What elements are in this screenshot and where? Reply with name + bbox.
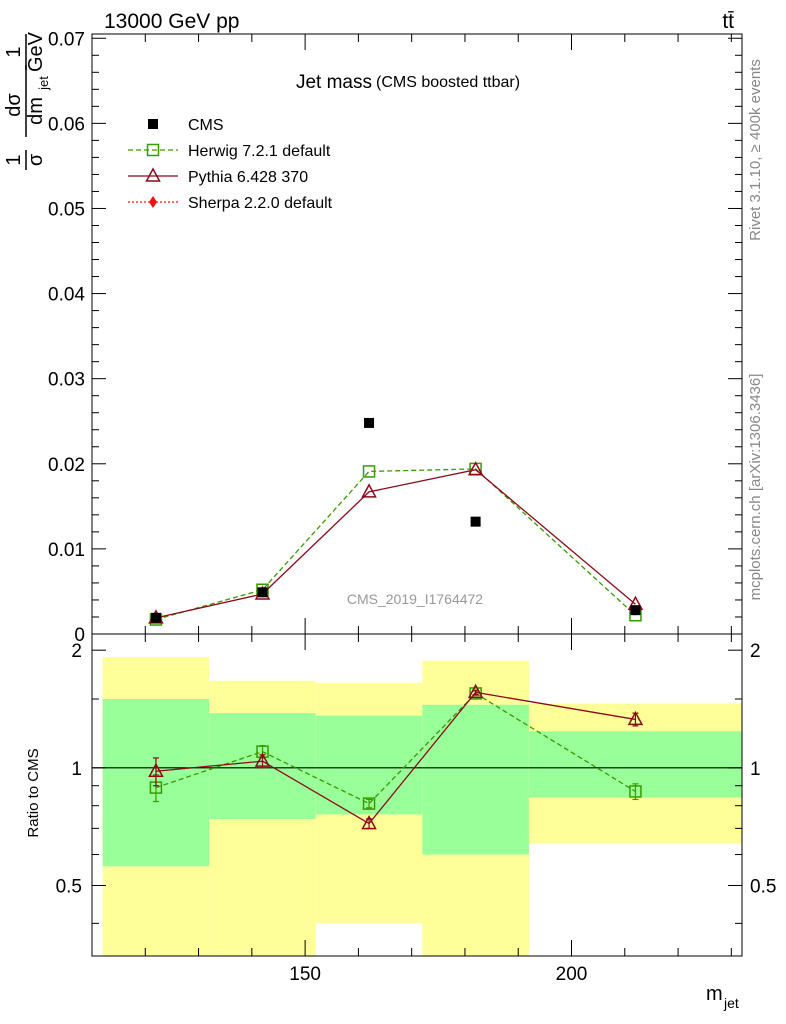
mcplots-label: mcplots.cern.ch [arXiv:1306.3436]: [747, 374, 764, 601]
y-tick-label-2: 0.02: [48, 455, 85, 476]
ratio-y-tick-label-left-0: 0.5: [56, 876, 82, 897]
point-0-3: [470, 516, 481, 527]
ratio-y-tick-label-right-0: 0.5: [750, 876, 776, 897]
energy-label: 13000 GeV pp: [104, 10, 239, 33]
ratio-point-1-2: [362, 797, 376, 810]
ratio-y-tick-label-right-2: 2: [750, 641, 761, 662]
ratio-point-2-0: [148, 762, 164, 778]
ratio-panel: 0.5 0.5 1 1 2 2 150 200 Ratio to CMS: [25, 633, 776, 985]
svg-text:σ: σ: [25, 153, 47, 166]
x-tick-label-0: 150: [289, 964, 321, 985]
ratio-point-2-3: [467, 683, 484, 699]
series-0: [150, 417, 641, 623]
point-0-2: [364, 417, 375, 428]
chart-title: Jet mass: [296, 72, 372, 93]
legend-label-0: CMS: [188, 117, 224, 134]
point-1-2: [362, 465, 376, 478]
y-axis-label: 1 σ dσ dm jet 1 GeV: [3, 31, 51, 170]
svg-text:m: m: [706, 983, 723, 1005]
legend-marker-3: [149, 196, 157, 208]
legend-entry-0: CMS: [148, 117, 224, 134]
legend-marker-0: [148, 119, 158, 129]
chart-subtitle: (CMS boosted ttbar): [376, 74, 520, 91]
ratio-point-2-1: [254, 752, 271, 767]
ratio-series-2: [148, 683, 644, 830]
point-0-0: [150, 612, 161, 623]
ratio-y-tick-label-right-1: 1: [750, 759, 761, 780]
ratio-y-label: Ratio to CMS: [25, 748, 42, 837]
legend-marker-2: [145, 167, 161, 182]
ratio-panel-frame: [91, 633, 743, 957]
legend-entry-2: Pythia 6.428 370: [128, 167, 308, 186]
y-tick-label-7: 0.07: [48, 29, 85, 50]
ratio-y-tick-label-left-2: 2: [71, 641, 82, 662]
ratio-line-1: [155, 692, 636, 805]
legend-label-3: Sherpa 2.2.0 default: [188, 195, 333, 212]
svg-text:GeV: GeV: [25, 31, 47, 72]
y-tick-label-5: 0.05: [48, 199, 85, 220]
point-0-4: [630, 605, 641, 616]
y-tick-label-3: 0.03: [48, 370, 85, 391]
legend-entry-3: Sherpa 2.2.0 default: [128, 195, 333, 212]
ratio-series-1: [149, 687, 642, 810]
main-panel: 0 0.01 0.02 0.03 0.04 0.05 0.06 0.07 Jet mass (…: [3, 29, 743, 646]
legend-label-1: Herwig 7.2.1 default: [188, 143, 331, 160]
legend-label-2: Pythia 6.428 370: [188, 169, 308, 186]
point-2-3: [467, 461, 484, 476]
legend: CMS Herwig 7.2.1 default Pythia 6.428 370 S…: [128, 117, 333, 212]
point-2-2: [361, 483, 377, 498]
y-tick-label-6: 0.06: [48, 114, 85, 135]
x-axis-label: m jet: [706, 983, 739, 1011]
point-0-1: [257, 587, 268, 598]
series-line-2: [155, 469, 636, 619]
x-tick-label-1: 200: [556, 964, 588, 985]
svg-text:jet: jet: [723, 995, 739, 1011]
y-tick-label-4: 0.04: [48, 285, 85, 306]
ratio-point-2-4: [627, 710, 644, 726]
legend-marker-1: [146, 143, 160, 157]
svg-text:dσ: dσ: [3, 93, 25, 117]
legend-entry-1: Herwig 7.2.1 default: [128, 143, 331, 160]
analysis-tag: CMS_2019_I1764472: [347, 591, 483, 607]
svg-text:1: 1: [3, 46, 25, 57]
ratio-point-1-4: [629, 785, 642, 798]
ratio-point-2-2: [361, 815, 377, 830]
y-tick-label-0: 0: [74, 625, 85, 646]
svg-text:dm: dm: [25, 97, 47, 125]
y-tick-label-1: 0.01: [48, 540, 85, 561]
process-label: tt̄: [722, 10, 734, 33]
ratio-y-tick-label-left-1: 1: [71, 759, 82, 780]
svg-text:1: 1: [3, 154, 25, 165]
rivet-label: Rivet 3.1.10, ≥ 400k events: [747, 59, 764, 241]
series-line-1: [155, 468, 636, 621]
svg-text:jet: jet: [36, 76, 51, 91]
inner-band-3: [422, 704, 529, 855]
